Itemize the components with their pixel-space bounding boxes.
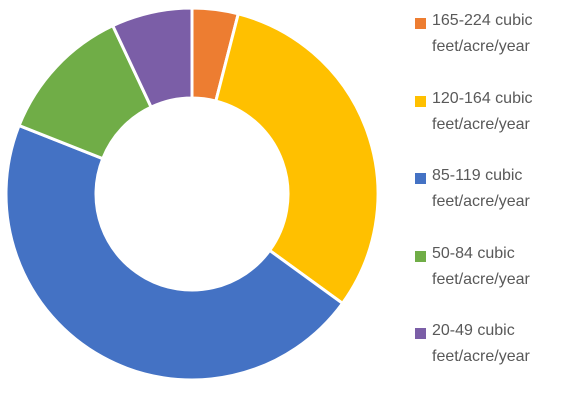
legend-label: 20-49 cubic feet/acre/year (432, 322, 530, 365)
chart-legend: 165-224 cubic feet/acre/year 120-164 cubi… (410, 8, 579, 396)
legend-item-3: 85-119 cubic feet/acre/year (410, 163, 579, 227)
donut-chart (4, 6, 380, 382)
legend-item-2: 120-164 cubic feet/acre/year (410, 86, 579, 150)
donut-slice-5 (110, 6, 194, 110)
donut-chart-svg (4, 6, 380, 382)
donut-slice-2 (214, 12, 380, 306)
legend-item-5: 20-49 cubic feet/acre/year (410, 318, 579, 382)
legend-item-4: 50-84 cubic feet/acre/year (410, 241, 579, 305)
legend-swatch (415, 173, 426, 184)
legend-label: 165-224 cubic feet/acre/year (432, 12, 533, 55)
legend-label: 120-164 cubic feet/acre/year (432, 89, 533, 133)
legend-swatch (415, 18, 426, 29)
legend-swatch (415, 328, 426, 339)
legend-item-1: 165-224 cubic feet/acre/year (410, 8, 579, 72)
legend-label: 50-84 cubic feet/acre/year (432, 244, 530, 288)
legend-swatch (415, 250, 426, 262)
legend-label: 85-119 cubic feet/acre/year (432, 167, 530, 210)
donut-slice-3 (4, 123, 345, 382)
legend-swatch (415, 95, 426, 107)
